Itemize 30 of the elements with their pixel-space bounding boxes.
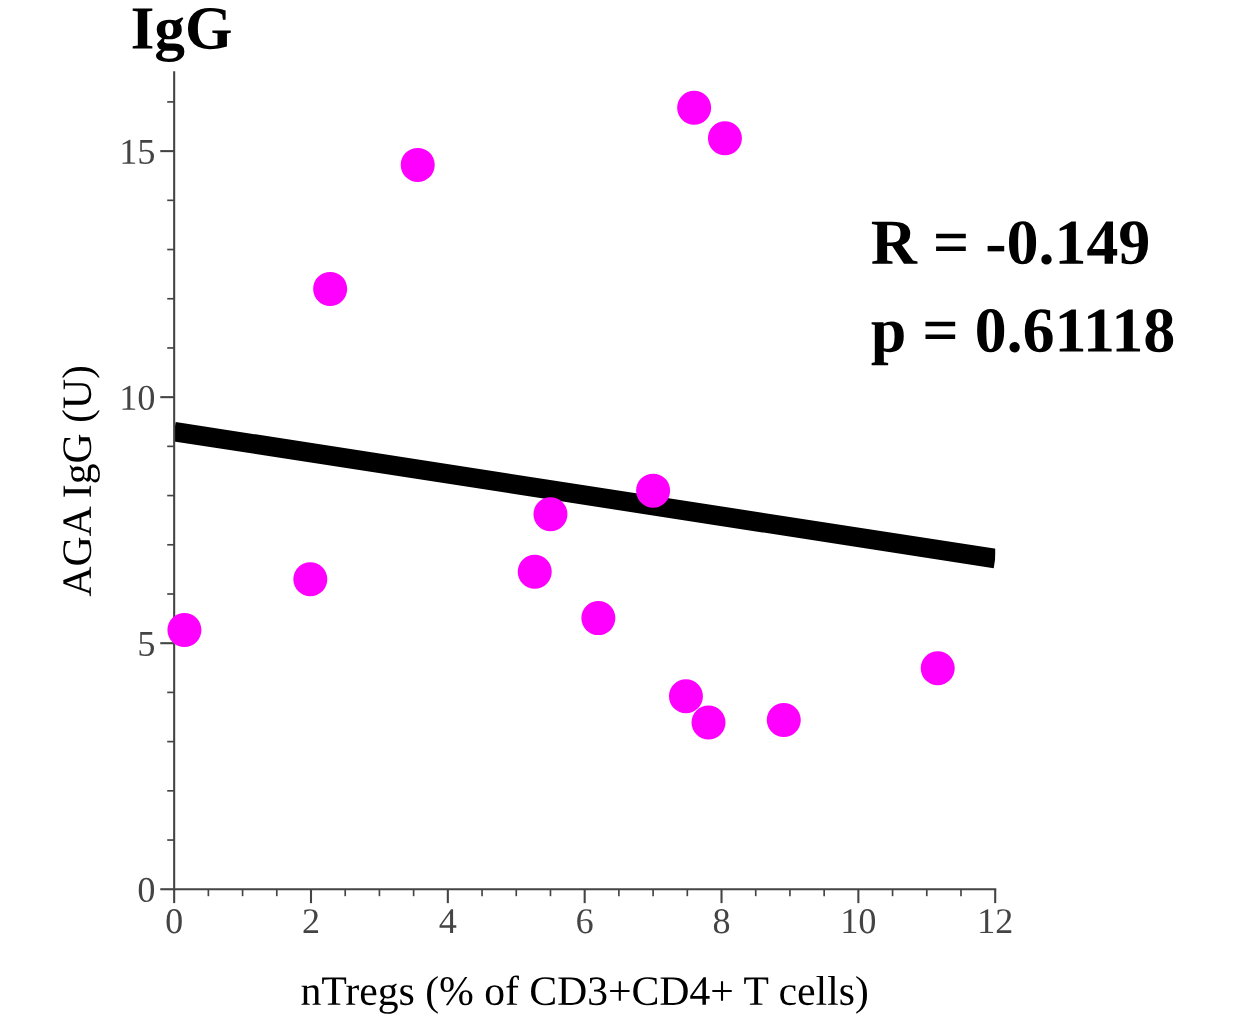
annotation: p = 0.61118 bbox=[871, 309, 1174, 366]
point bbox=[677, 90, 712, 125]
point bbox=[920, 651, 955, 686]
y-tick-label: 15 bbox=[122, 139, 154, 164]
x-tick-label: 10 bbox=[843, 909, 876, 934]
annotation: R = -0.149 bbox=[871, 221, 1149, 265]
y-tick-label: 10 bbox=[122, 385, 155, 411]
point bbox=[313, 271, 348, 306]
point bbox=[517, 554, 552, 589]
point bbox=[293, 562, 328, 597]
x-tick-label: 12 bbox=[980, 909, 1012, 934]
point bbox=[400, 147, 435, 182]
point bbox=[636, 473, 671, 508]
y-tick-label: 0 bbox=[138, 877, 155, 903]
point bbox=[167, 612, 202, 647]
point bbox=[533, 497, 568, 532]
point bbox=[691, 705, 726, 740]
x-axis-title: nTregs (% of CD3+CD4+ T cells) bbox=[301, 975, 867, 1014]
y-axis-title: AGA IgG (U) bbox=[61, 366, 100, 597]
point bbox=[581, 601, 616, 636]
chart-title: IgG bbox=[132, 8, 231, 63]
point bbox=[766, 702, 801, 737]
x-tick-label: 4 bbox=[439, 909, 457, 934]
x-tick-label: 2 bbox=[303, 909, 319, 934]
y-tick-label: 5 bbox=[139, 632, 154, 657]
x-tick-label: 8 bbox=[713, 909, 730, 934]
x-tick-label: 0 bbox=[166, 909, 182, 934]
point bbox=[707, 121, 742, 156]
x-tick-label: 6 bbox=[577, 909, 593, 934]
point bbox=[668, 679, 703, 714]
